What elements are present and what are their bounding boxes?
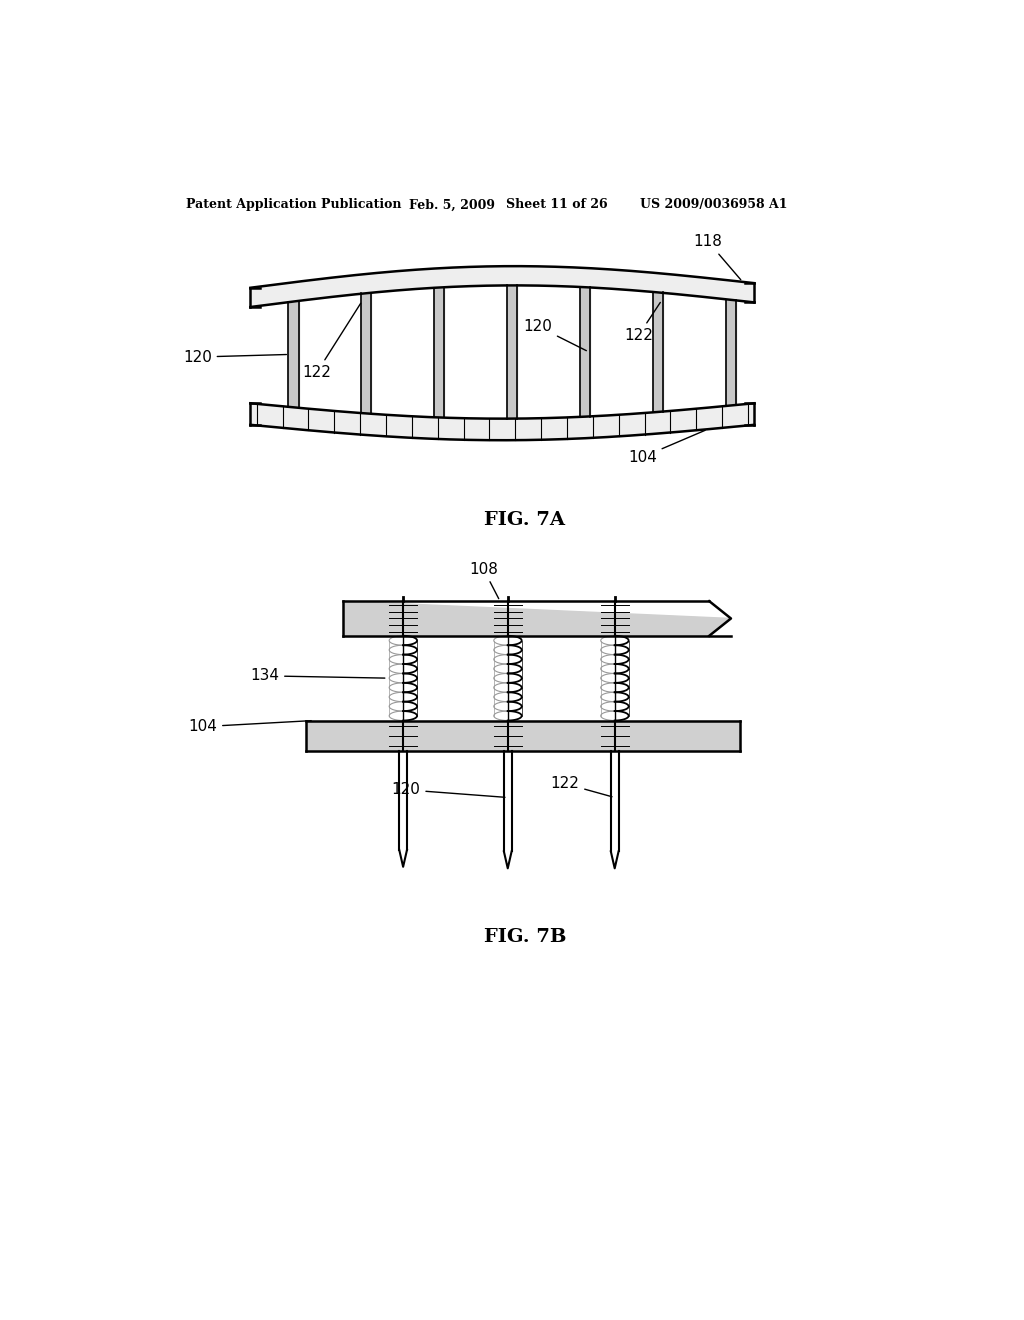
- Text: Sheet 11 of 26: Sheet 11 of 26: [506, 198, 608, 211]
- Polygon shape: [306, 721, 740, 751]
- Text: Patent Application Publication: Patent Application Publication: [186, 198, 401, 211]
- Polygon shape: [343, 601, 731, 636]
- Text: FIG. 7B: FIG. 7B: [483, 928, 566, 946]
- Text: FIG. 7A: FIG. 7A: [484, 511, 565, 529]
- Text: 108: 108: [469, 561, 499, 599]
- Text: Feb. 5, 2009: Feb. 5, 2009: [409, 198, 495, 211]
- Text: 118: 118: [693, 234, 740, 280]
- Text: 104: 104: [188, 719, 311, 734]
- Text: 104: 104: [628, 430, 706, 465]
- Text: US 2009/0036958 A1: US 2009/0036958 A1: [640, 198, 787, 211]
- Text: 122: 122: [550, 776, 612, 797]
- Text: 120: 120: [183, 350, 287, 364]
- Text: 122: 122: [302, 304, 360, 380]
- Text: 134: 134: [250, 668, 385, 684]
- Text: 122: 122: [624, 302, 660, 343]
- Text: 120: 120: [391, 783, 505, 797]
- Text: 120: 120: [523, 318, 587, 351]
